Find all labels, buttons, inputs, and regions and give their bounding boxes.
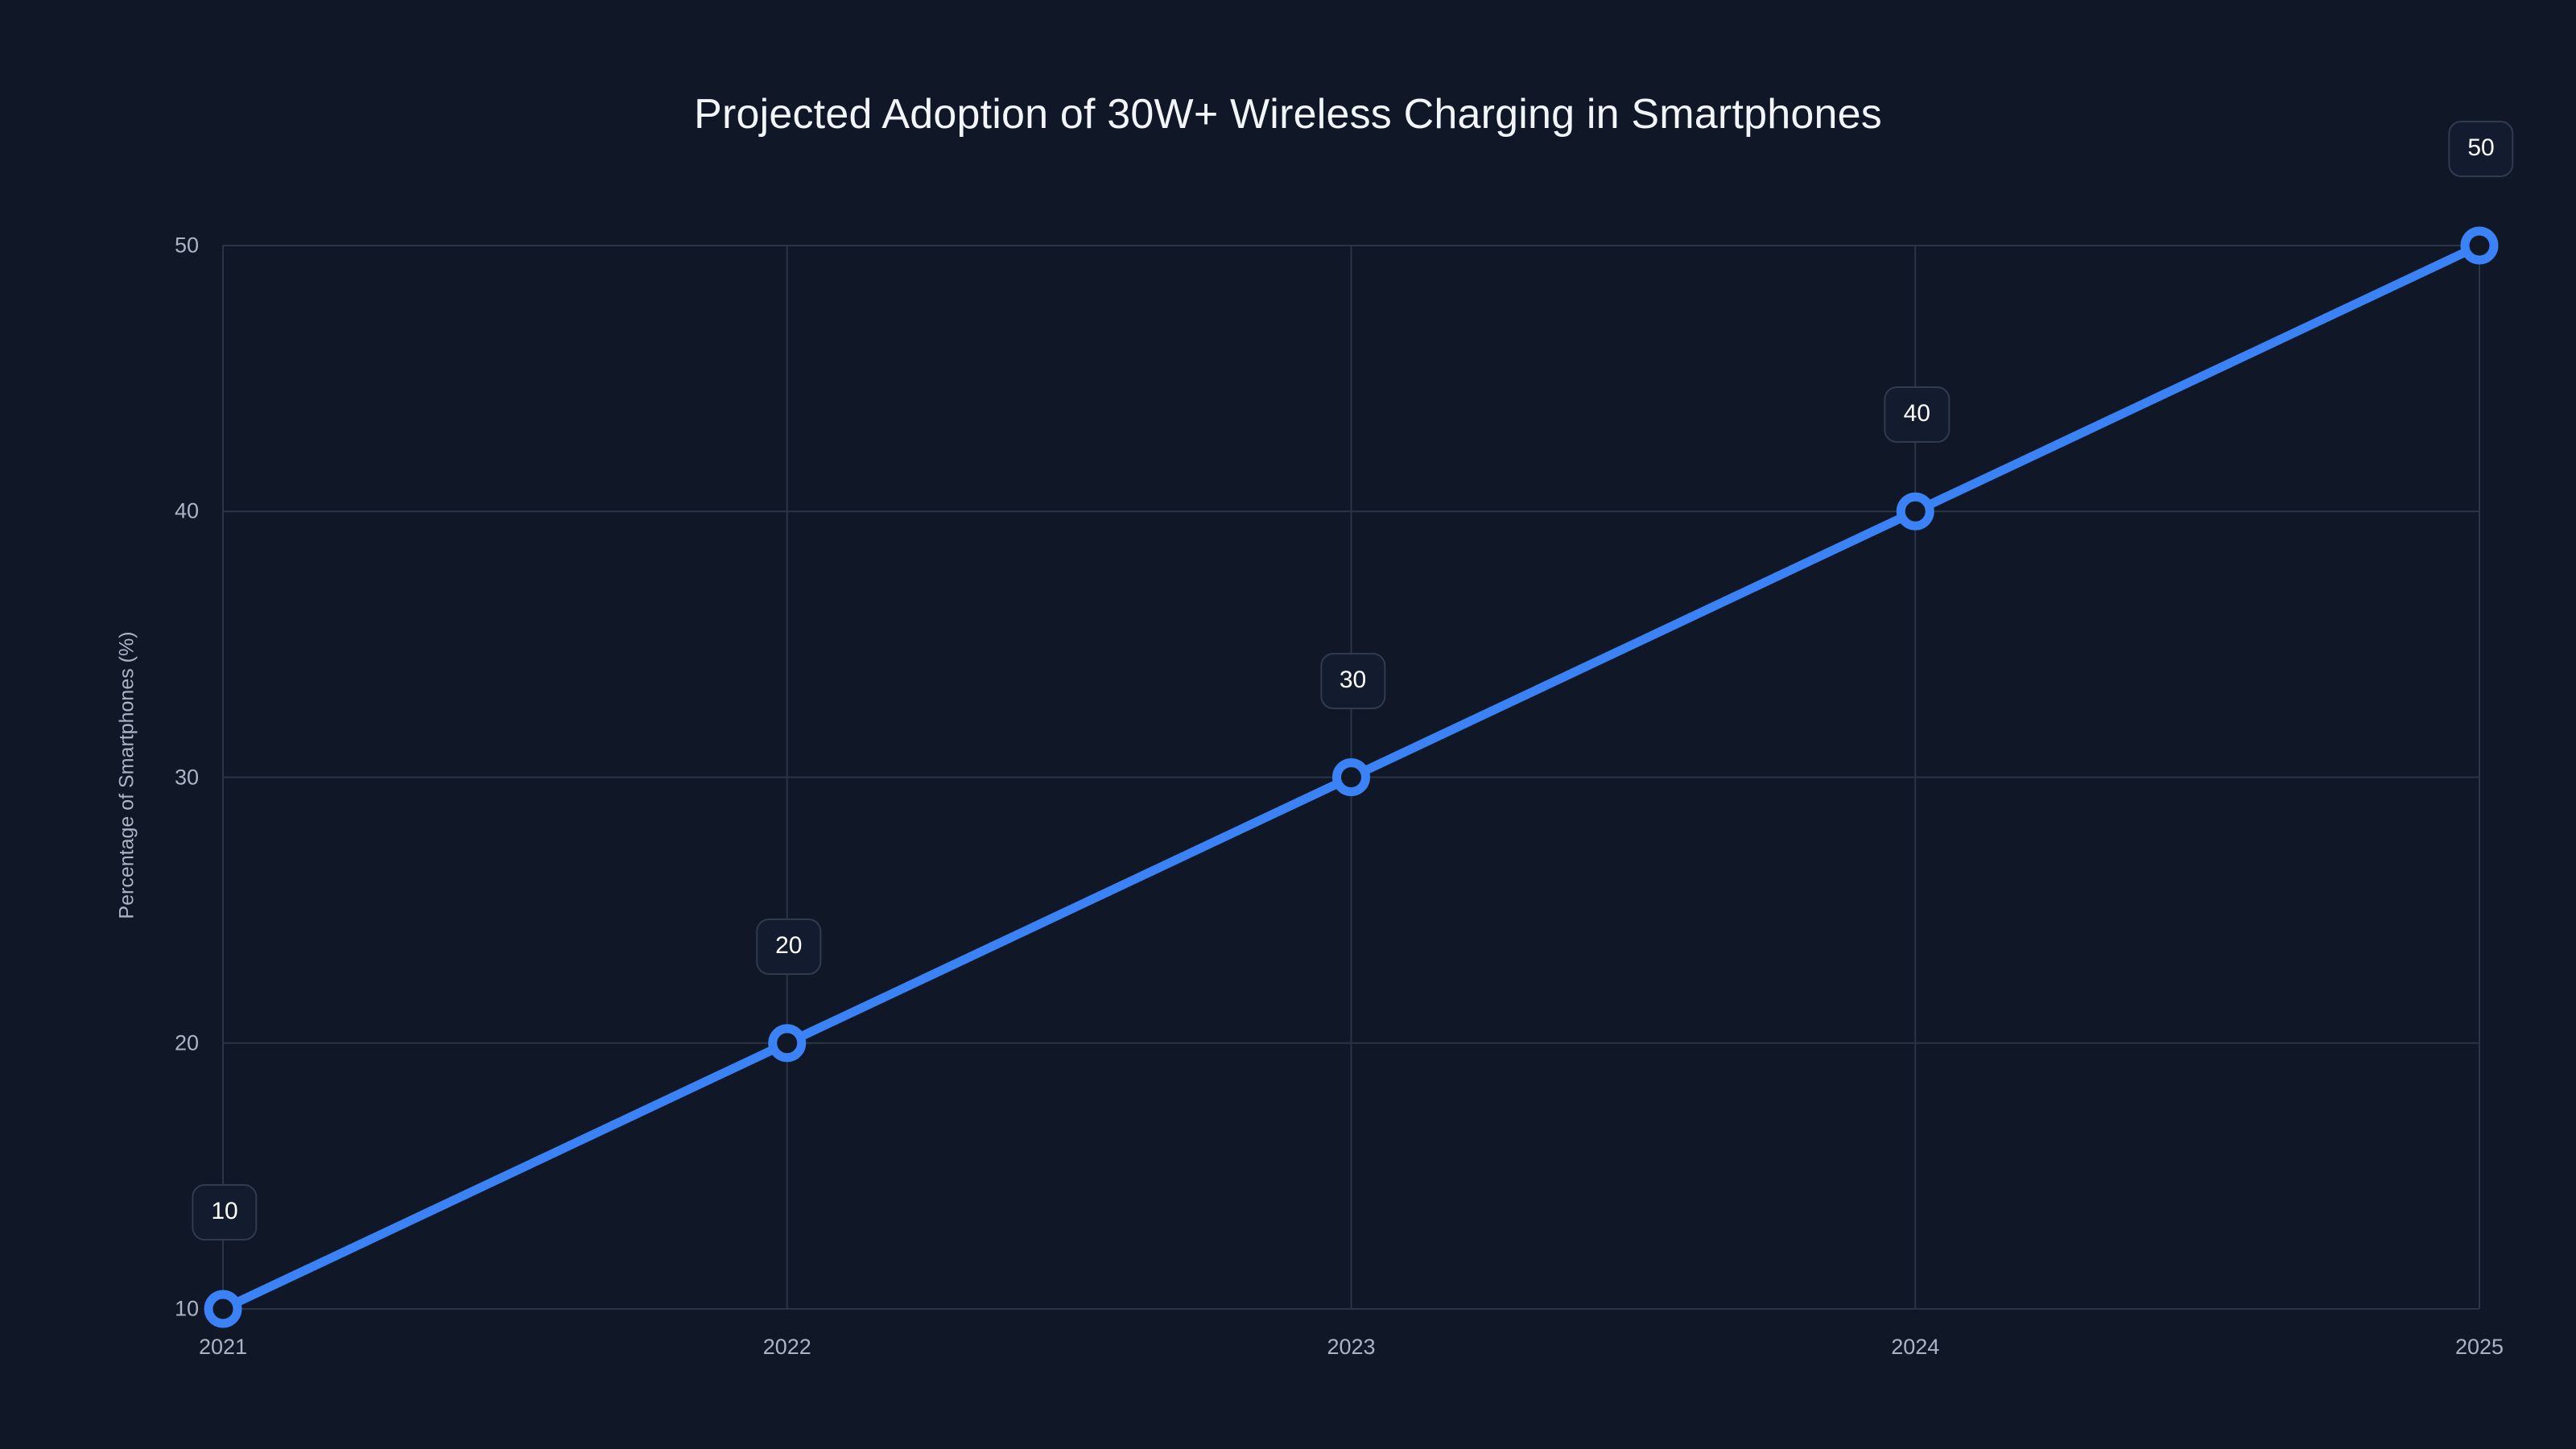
- x-axis-tick-label: 2022: [762, 1335, 811, 1359]
- data-point-marker[interactable]: [2460, 226, 2499, 265]
- y-axis-title: Percentage of Smartphones (%): [115, 630, 138, 919]
- chart-title: Projected Adoption of 30W+ Wireless Char…: [694, 91, 1882, 138]
- data-point-marker[interactable]: [1896, 492, 1934, 530]
- x-axis-tick-label: 2025: [2454, 1335, 2504, 1359]
- y-axis-tick-label: 20: [174, 1030, 199, 1055]
- data-point-marker[interactable]: [1332, 758, 1370, 796]
- y-axis-tick-label: 30: [174, 765, 199, 789]
- x-axis-tick-label: 2024: [1891, 1335, 1940, 1359]
- y-axis-tick-label: 10: [174, 1296, 199, 1321]
- y-axis-tick-label: 40: [174, 498, 199, 523]
- data-point-label-badge: 50: [2448, 121, 2514, 177]
- data-point-label-badge: 20: [756, 918, 822, 975]
- data-point-markers-group: [204, 226, 2499, 1328]
- data-point-marker[interactable]: [768, 1024, 807, 1063]
- data-point-marker[interactable]: [204, 1290, 242, 1328]
- x-axis-tick-label: 2021: [198, 1335, 248, 1359]
- y-axis-tick-label: 50: [174, 233, 199, 258]
- data-point-label-badge: 40: [1884, 386, 1950, 444]
- x-axis-tick-label: 2023: [1327, 1335, 1376, 1359]
- data-point-label-badge: 10: [192, 1184, 258, 1241]
- data-point-label-badge: 30: [1319, 652, 1386, 709]
